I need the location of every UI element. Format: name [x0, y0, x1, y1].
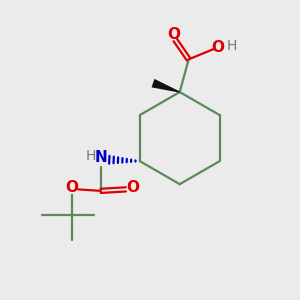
Text: O: O	[167, 27, 180, 42]
Polygon shape	[152, 79, 180, 93]
Text: N: N	[94, 150, 107, 165]
Text: O: O	[126, 180, 139, 195]
Text: H: H	[226, 39, 237, 53]
Text: O: O	[65, 180, 78, 195]
Text: H: H	[85, 149, 96, 163]
Text: O: O	[211, 40, 224, 55]
